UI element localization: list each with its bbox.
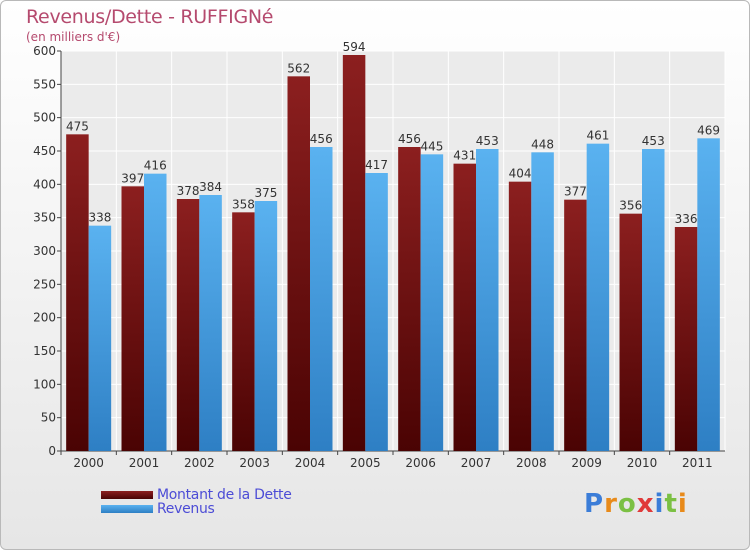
data-label-revenus: 469 [697, 123, 720, 137]
y-tick-label: 600 [33, 44, 56, 58]
x-tick-label: 2004 [295, 456, 326, 470]
legend-swatch-revenus [101, 505, 153, 513]
bar-revenus [365, 173, 388, 451]
x-tick-label: 2010 [627, 456, 658, 470]
grid-lines [60, 50, 726, 452]
data-label-revenus: 384 [199, 180, 222, 194]
y-tick-label: 0 [48, 444, 56, 458]
bar-dette [176, 199, 200, 451]
data-label-dette: 377 [564, 185, 587, 199]
bar-revenus [310, 147, 333, 451]
bar-revenus [199, 195, 222, 451]
bar-revenus [420, 154, 444, 452]
data-label-revenus: 456 [310, 132, 333, 146]
data-label-dette: 594 [343, 40, 366, 54]
logo-letter: t [664, 489, 678, 519]
x-tick-label: 2008 [516, 456, 547, 470]
data-label-revenus: 445 [420, 139, 443, 153]
y-tick-label: 350 [33, 211, 56, 225]
x-tick-label: 2003 [239, 456, 270, 470]
chart-subtitle: (en milliers d'€) [26, 30, 121, 44]
data-label-dette: 456 [398, 132, 421, 146]
bar-dette [121, 186, 144, 452]
data-label-dette: 431 [453, 149, 476, 163]
x-tick-label: 2002 [184, 456, 215, 470]
y-tick-label: 400 [33, 177, 56, 191]
logo-letter: x [636, 489, 655, 519]
bar-dette [287, 76, 310, 451]
bar-dette [508, 181, 532, 451]
bar-dette [66, 134, 89, 452]
data-label-dette: 356 [619, 199, 642, 213]
chart-title: Revenus/Dette - RUFFIGNé [26, 6, 274, 28]
bar-dette [342, 55, 366, 451]
x-tick-label: 2005 [350, 456, 381, 470]
bar-revenus [586, 143, 610, 451]
data-label-dette: 397 [121, 171, 144, 185]
axes: 0 50 100 150 200 250 300 350 400 450 500 550 600 2000… [33, 44, 725, 470]
legend-label-dette: Montant de la Dette [157, 487, 292, 503]
y-tick-label: 150 [33, 344, 56, 358]
data-label-revenus: 453 [642, 134, 665, 148]
y-tick-label: 100 [33, 377, 56, 391]
data-label-revenus: 338 [88, 211, 111, 225]
legend-label-revenus: Revenus [157, 501, 215, 517]
logo-letter: r [604, 489, 618, 519]
data-label-revenus: 448 [531, 137, 554, 151]
data-label-dette: 404 [509, 167, 532, 181]
x-tick-label: 2001 [129, 456, 160, 470]
x-tick-label: 2006 [405, 456, 436, 470]
bar-revenus [144, 173, 167, 451]
bar-revenus [642, 149, 665, 451]
legend-item-dette: Montant de la Dette [101, 487, 292, 503]
bar-dette [619, 213, 642, 451]
data-label-dette: 336 [675, 212, 698, 226]
bar-dette [564, 199, 587, 451]
bar-dette [232, 212, 255, 451]
bar-revenus [476, 149, 499, 451]
data-label-dette: 475 [66, 119, 89, 133]
data-label-revenus: 453 [476, 134, 499, 148]
data-label-revenus: 417 [365, 158, 388, 172]
y-tick-label: 450 [33, 144, 56, 158]
legend-item-revenus: Revenus [101, 501, 215, 517]
bar-revenus [88, 225, 112, 451]
logo-letter: o [617, 489, 637, 519]
y-tick-label: 550 [33, 77, 56, 91]
bar-dette [674, 227, 698, 451]
bar-revenus [531, 152, 554, 452]
logo-letter: i [677, 489, 688, 519]
data-label-revenus: 461 [586, 129, 609, 143]
bar-revenus [697, 138, 720, 452]
bars [66, 55, 720, 452]
proxiti-logo: Proxiti [584, 489, 688, 519]
logo-letter: P [584, 489, 605, 519]
y-tick-label: 300 [33, 244, 56, 258]
data-label-revenus: 416 [144, 159, 167, 173]
data-label-dette: 378 [177, 184, 200, 198]
bar-dette [398, 147, 421, 451]
y-tick-label: 500 [33, 111, 56, 125]
x-tick-label: 2011 [682, 456, 713, 470]
bar-dette [453, 163, 476, 451]
x-tick-label: 2007 [461, 456, 492, 470]
x-tick-label: 2000 [73, 456, 104, 470]
data-label-dette: 562 [287, 61, 310, 75]
data-label-dette: 358 [232, 197, 255, 211]
bar-revenus [254, 201, 278, 451]
y-tick-label: 200 [33, 311, 56, 325]
y-tick-label: 50 [41, 411, 56, 425]
x-tick-label: 2009 [571, 456, 602, 470]
legend-swatch-dette [101, 491, 153, 499]
logo-letter: i [654, 489, 665, 519]
data-label-revenus: 375 [254, 186, 277, 200]
y-tick-label: 250 [33, 277, 56, 291]
